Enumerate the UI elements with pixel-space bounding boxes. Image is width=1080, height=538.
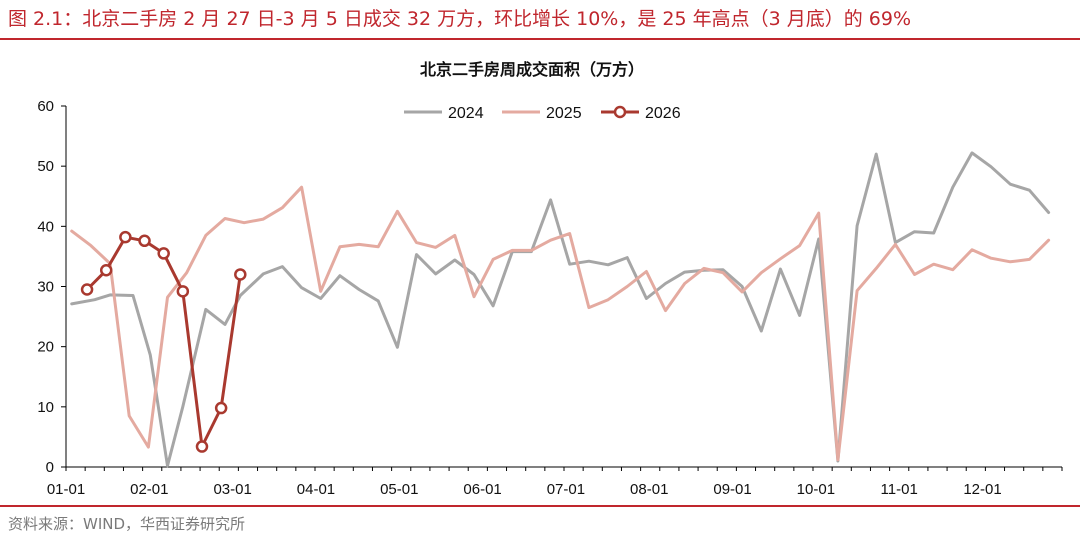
legend-marker-2026 [613, 105, 627, 119]
y-tick-label: 0 [46, 459, 54, 476]
legend-label-2024: 2024 [448, 105, 484, 122]
x-tick-label: 12-01 [963, 481, 1001, 498]
x-tick-label: 01-01 [47, 481, 85, 498]
bottom-rule [0, 505, 1080, 507]
data-point-2026 [234, 268, 247, 281]
x-tick-label: 11-01 [881, 481, 918, 498]
legend-label-2025: 2025 [546, 105, 582, 122]
series-line-2025 [70, 185, 1051, 462]
figure-title: 图 2.1：北京二手房 2 月 27 日-3 月 5 日成交 32 万方，环比增… [8, 8, 912, 30]
data-point-2026 [195, 440, 209, 453]
top-rule [0, 38, 1080, 40]
chart-title: 北京二手房周成交面积（万方） [420, 60, 644, 79]
data-point-2026 [176, 285, 190, 298]
x-tick-label: 02-01 [130, 481, 168, 498]
y-tick-label: 10 [37, 399, 54, 416]
x-tick-label: 06-01 [463, 481, 501, 498]
data-point-2026 [138, 234, 151, 248]
x-tick-label: 09-01 [713, 481, 751, 498]
chart-legend: 2024 2025 2026 [404, 105, 681, 122]
x-tick-label: 10-01 [797, 481, 835, 498]
x-tick-label: 08-01 [630, 481, 668, 498]
y-tick-label: 60 [37, 98, 54, 115]
data-point-2026 [119, 230, 132, 244]
chart-axes: 0 10 20 30 40 50 60 01-01 02-01 03-01 04-01 05-01 06… [37, 98, 1063, 498]
y-tick-label: 30 [37, 279, 54, 296]
data-point-2026 [80, 283, 94, 296]
x-tick-label: 07-01 [547, 481, 585, 498]
x-tick-label: 03-01 [213, 481, 251, 498]
y-tick-label: 40 [37, 218, 54, 235]
data-point-2026 [99, 264, 113, 277]
x-tick-label: 05-01 [380, 481, 418, 498]
data-point-2026 [214, 401, 228, 415]
series-line-2024 [70, 151, 1051, 468]
source-note: 资料来源：WIND，华西证券研究所 [8, 515, 246, 533]
y-tick-label: 20 [37, 339, 54, 356]
plot-area [70, 151, 1051, 468]
legend-label-2026: 2026 [645, 105, 681, 122]
line-chart: 北京二手房周成交面积（万方） 2024 2025 2026 0 10 20 30 40 50 6… [37, 60, 1063, 498]
y-tick-label: 50 [37, 158, 54, 175]
x-tick-label: 04-01 [297, 481, 335, 498]
data-point-2026 [157, 247, 170, 260]
